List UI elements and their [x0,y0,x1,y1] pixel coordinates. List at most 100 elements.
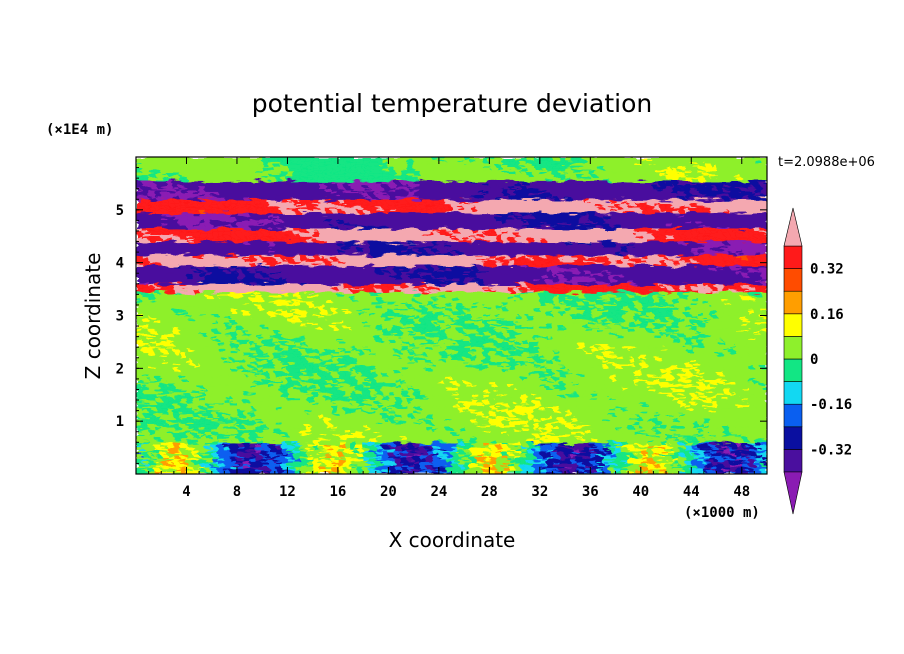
contour-cell [697,468,705,472]
contour-cell [205,402,213,406]
contour-cell [394,421,402,425]
contour-cell [470,468,478,472]
contour-cell [325,463,333,467]
contour-cell [306,413,314,417]
contour-cell [369,415,377,420]
contour-cell [735,439,743,443]
contour-cell [401,442,408,446]
contour-cell [684,458,692,462]
contour-cell [741,439,749,443]
contour-cell [445,452,453,457]
contour-cell [615,463,623,467]
contour-cell [697,450,705,454]
contour-cell [262,389,270,393]
contour-cell [438,400,446,404]
contour-cell [684,407,692,412]
contour-cell [647,410,655,414]
contour-cell [754,460,762,465]
contour-cell [419,407,427,412]
contour-cell [735,455,743,459]
contour-cell [407,471,415,474]
contour-cell [741,460,749,465]
contour-cell [483,394,490,398]
contour-cell [287,386,295,391]
contour-cell [609,405,617,409]
contour-cell [577,389,585,393]
contour-cell [716,468,724,472]
contour-cell [394,447,402,451]
contour-cell [136,384,143,388]
contour-cell [401,431,408,435]
contour-cell [684,463,692,467]
contour-cell [653,466,661,470]
contour-cell [325,386,333,391]
contour-cell [457,421,465,425]
contour-cell [199,455,207,459]
contour-cell [419,460,427,465]
contour-cell [218,455,225,459]
contour-cell [167,386,175,391]
contour-cell [337,402,345,406]
contour-cell [464,431,472,435]
contour-cell [451,407,459,412]
contour-cell [236,429,244,433]
contour-cell [186,386,194,391]
contour-cell [760,407,767,412]
contour-cell [729,394,737,398]
contour-cell [167,463,175,467]
contour-cell [590,437,598,441]
contour-cell [337,437,345,441]
contour-cell [375,458,383,462]
contour-cell [590,410,598,414]
contour-cell [249,466,257,470]
contour-cell [268,418,276,422]
contour-cell [136,468,143,472]
contour-cell [243,455,251,459]
contour-cell [173,466,181,470]
contour-cell [306,421,314,425]
contour-cell [407,466,415,470]
contour-cell [142,413,150,417]
contour-cell [199,429,207,433]
contour-cell [672,389,680,393]
contour-cell [344,439,352,443]
contour-cell [287,452,295,457]
contour-cell [483,437,490,441]
contour-cell [262,421,270,425]
contour-cell [457,439,465,443]
contour-cell [722,402,730,406]
contour-cell [558,415,566,420]
contour-cell [318,426,326,430]
contour-cell [729,447,737,451]
contour-cell [249,397,257,401]
contour-cell [609,413,617,417]
contour-cell [621,450,629,454]
contour-cell [274,423,282,428]
contour-cell [167,431,175,435]
contour-cell [268,392,276,396]
contour-cell [255,407,263,412]
contour-cell [596,392,604,396]
contour-cell [230,463,238,467]
contour-cell [672,437,680,441]
contour-cell [716,458,724,462]
contour-cell [748,460,755,465]
contour-cell [647,407,655,412]
contour-cell [678,421,686,425]
contour-cell [697,418,705,422]
contour-cell [514,455,522,459]
contour-cell [577,442,585,446]
contour-cell [565,455,572,459]
contour-cell [722,452,730,457]
contour-cell [218,471,225,474]
contour-cell [476,402,484,406]
contour-cell [609,452,617,457]
contour-cell [748,447,755,451]
contour-cell [224,450,232,454]
contour-cell [558,466,566,470]
contour-cell [344,407,352,412]
contour-cell [243,452,251,457]
contour-cell [546,447,554,451]
contour-cell [483,463,490,467]
contour-cell [678,431,686,435]
